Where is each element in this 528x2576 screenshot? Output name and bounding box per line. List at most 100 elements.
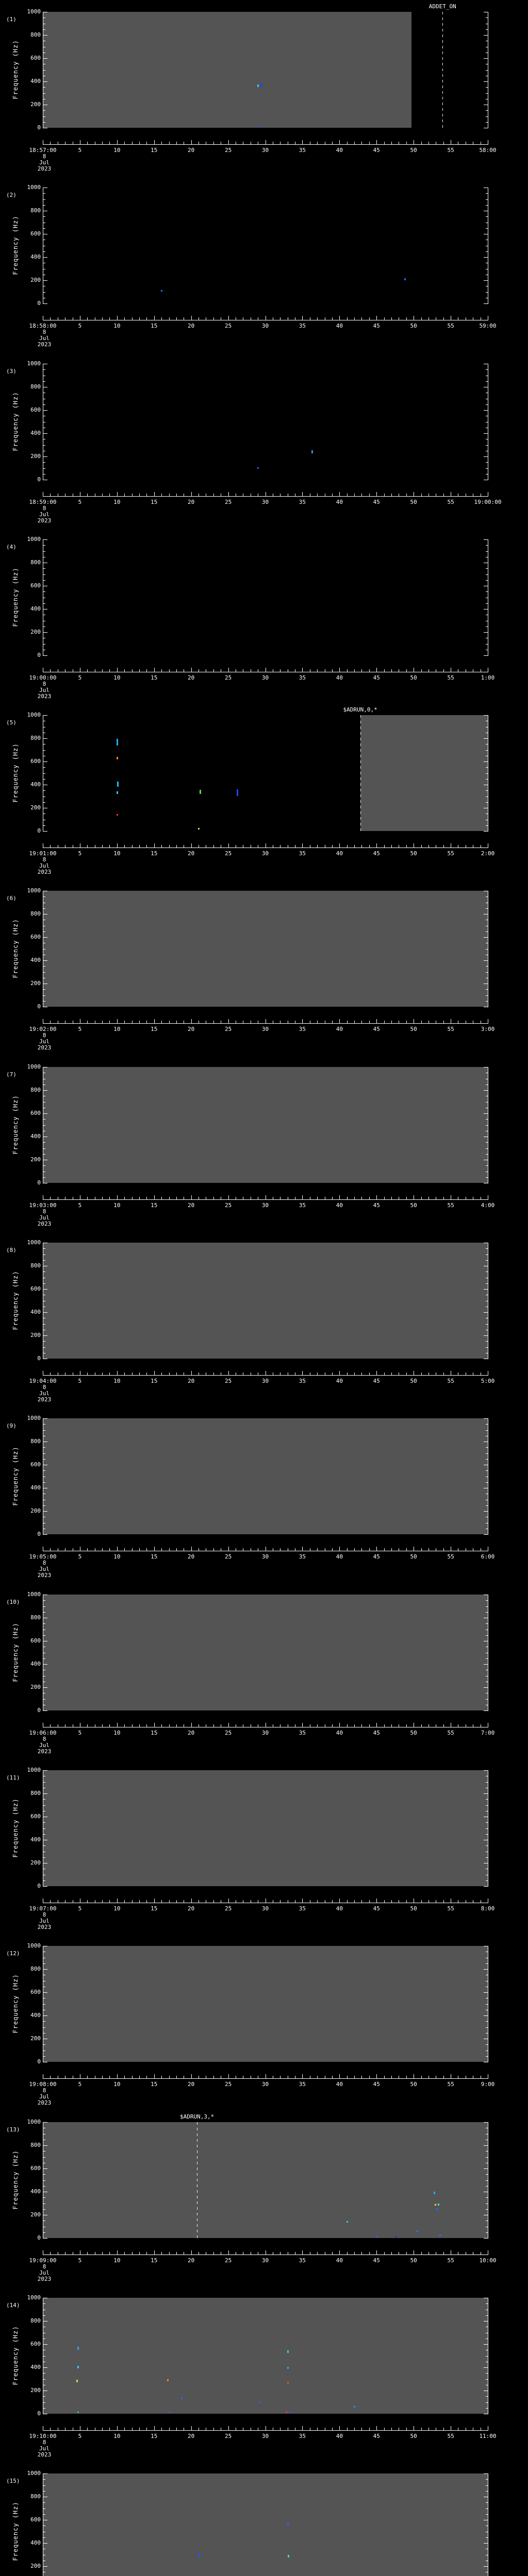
x-tick-label: 50 bbox=[410, 323, 417, 329]
x-tick-label: 35 bbox=[299, 2433, 306, 2439]
y-tick bbox=[43, 2197, 45, 2198]
y-tick-right bbox=[486, 193, 488, 194]
x-tick-label: 55 bbox=[447, 323, 454, 329]
x-tick bbox=[191, 316, 192, 320]
x-tick-label: 55 bbox=[447, 2433, 454, 2439]
y-tick-right bbox=[484, 2145, 488, 2146]
spectrogram-feature bbox=[77, 2366, 79, 2369]
y-tick-right bbox=[486, 2027, 488, 2028]
x-tick bbox=[369, 1900, 370, 1903]
y-tick bbox=[43, 193, 45, 194]
x-tick bbox=[421, 1197, 422, 1199]
y-tick-right bbox=[486, 1834, 488, 1835]
y-tick bbox=[43, 1119, 45, 1120]
x-tick bbox=[302, 843, 303, 848]
x-tick-label: 40 bbox=[336, 2433, 343, 2439]
x-tick bbox=[347, 2428, 348, 2430]
x-tick-label: 5 bbox=[78, 674, 82, 681]
y-tick bbox=[43, 410, 47, 411]
x-tick-label: 30 bbox=[261, 499, 269, 505]
x-tick-label: 30 bbox=[261, 2081, 269, 2088]
y-tick bbox=[43, 1606, 45, 1607]
x-tick bbox=[421, 1021, 422, 1023]
x-tick-label: 50 bbox=[410, 1553, 417, 1560]
y-tick-right bbox=[486, 2056, 488, 2057]
x-tick bbox=[124, 1197, 125, 1199]
y-tick-label: 1000 bbox=[27, 2119, 41, 2125]
y-tick-right bbox=[484, 831, 488, 832]
x-tick bbox=[317, 2428, 318, 2430]
x-tick bbox=[354, 494, 355, 496]
x-tick bbox=[117, 1899, 118, 1903]
data-gap-region bbox=[43, 2473, 488, 2576]
x-tick bbox=[191, 843, 192, 848]
x-tick bbox=[384, 1197, 385, 1199]
x-tick-label: 5 bbox=[78, 147, 82, 154]
x-start-time-label: 18:59:00 bbox=[29, 499, 57, 505]
y-axis-title: Frequency (Hz) bbox=[12, 40, 19, 99]
x-tick bbox=[132, 1900, 133, 1903]
y-axis-title: Frequency (Hz) bbox=[12, 2326, 19, 2385]
x-tick bbox=[339, 1371, 340, 1375]
y-tick bbox=[43, 1857, 45, 1858]
x-tick bbox=[176, 1197, 177, 1199]
y-tick-label: 600 bbox=[30, 55, 41, 61]
x-tick bbox=[347, 1372, 348, 1375]
y-tick-label: 0 bbox=[37, 2410, 41, 2417]
y-axis-title: Frequency (Hz) bbox=[12, 1270, 19, 1330]
y-tick-right bbox=[486, 228, 488, 229]
date-day-label: 8 bbox=[42, 1032, 46, 1039]
x-tick-label: 10 bbox=[113, 1730, 121, 1736]
y-tick-label: 800 bbox=[30, 2142, 41, 2148]
x-tick bbox=[428, 669, 429, 672]
y-tick-label: 800 bbox=[30, 735, 41, 741]
x-tick bbox=[361, 845, 362, 848]
x-tick bbox=[406, 142, 407, 144]
x-tick-label: 30 bbox=[261, 1553, 269, 1560]
x-tick bbox=[354, 1724, 355, 1727]
x-tick-label: 25 bbox=[224, 1730, 232, 1736]
y-tick-right bbox=[484, 280, 488, 281]
y-tick bbox=[43, 257, 47, 258]
x-tick bbox=[154, 668, 155, 672]
x-tick bbox=[361, 142, 362, 144]
y-tick-label: 400 bbox=[30, 1660, 41, 1667]
x-tick bbox=[213, 669, 214, 672]
x-tick bbox=[347, 2252, 348, 2255]
y-tick-right bbox=[486, 205, 488, 206]
x-axis-line bbox=[43, 144, 488, 145]
y-tick bbox=[43, 468, 45, 469]
x-tick bbox=[124, 1548, 125, 1551]
x-tick-label: 5 bbox=[78, 1905, 82, 1912]
y-tick bbox=[43, 790, 45, 791]
y-tick-right bbox=[486, 1347, 488, 1348]
x-tick bbox=[376, 2074, 377, 2078]
y-tick bbox=[43, 972, 45, 973]
y-tick-right bbox=[486, 1148, 488, 1149]
x-tick bbox=[421, 845, 422, 848]
y-tick bbox=[43, 2344, 47, 2345]
x-tick bbox=[354, 317, 355, 320]
y-tick bbox=[43, 1125, 45, 1126]
y-tick bbox=[43, 2537, 45, 2538]
x-tick bbox=[384, 142, 385, 144]
y-tick-label: 200 bbox=[30, 980, 41, 987]
y-tick-right bbox=[486, 802, 488, 803]
annotation-dashed-line bbox=[360, 715, 361, 831]
date-day-label: 8 bbox=[42, 1384, 46, 1391]
y-tick bbox=[43, 966, 45, 967]
y-tick bbox=[43, 280, 47, 281]
y-tick-right bbox=[486, 750, 488, 751]
x-tick bbox=[87, 2076, 88, 2078]
x-tick bbox=[369, 317, 370, 320]
x-end-time-label: 4:00 bbox=[481, 1202, 495, 1209]
x-end-time-label: 5:00 bbox=[481, 1378, 495, 1384]
x-tick bbox=[50, 1548, 51, 1551]
date-month-label: Jul bbox=[39, 2445, 50, 2452]
x-tick bbox=[384, 1900, 385, 1903]
x-tick bbox=[347, 142, 348, 144]
y-tick-right bbox=[486, 2004, 488, 2005]
x-tick bbox=[176, 2076, 177, 2078]
y-tick bbox=[43, 433, 47, 434]
y-tick bbox=[43, 2396, 45, 2397]
